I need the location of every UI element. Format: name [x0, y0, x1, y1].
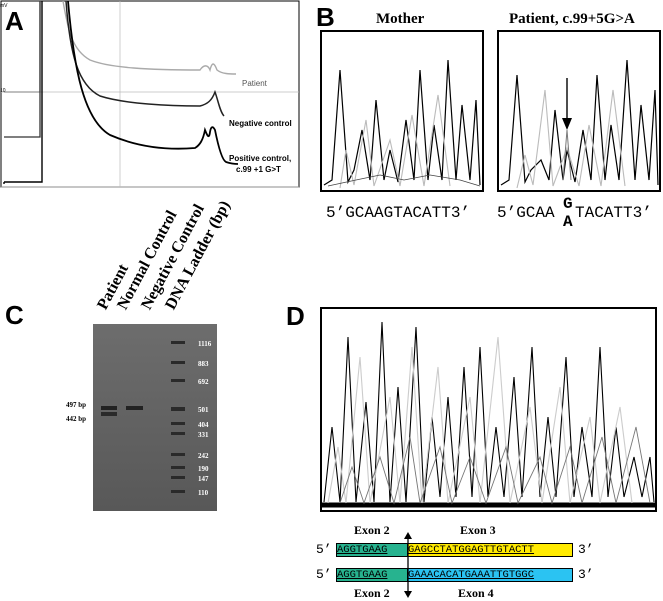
- trace-negative-control: [65, 0, 225, 117]
- gel-label-497: 497 bp: [66, 401, 87, 409]
- mother-sequence: 5’GCAAGTACATT3’: [326, 204, 471, 222]
- ladder-label-501: 501: [198, 406, 209, 414]
- band-normal-497: [126, 406, 143, 410]
- patient-chromatogram: [497, 30, 661, 192]
- panel-label-b: B: [316, 2, 335, 32]
- panel-a-capillary-trace: [0, 0, 300, 188]
- band-patient-497: [101, 406, 117, 410]
- seq1-exon3: GAGCCTATGGAGTTGTACTT: [407, 543, 573, 557]
- exon-label-2-top: Exon 2: [354, 523, 390, 537]
- seq2-exon4: GAAACACATGAAATTGTGGC: [407, 568, 573, 582]
- patient-title: Patient, c.99+5G>A: [509, 11, 635, 27]
- ladder-label-404: 404: [198, 421, 209, 429]
- ladder-label-883: 883: [198, 360, 209, 368]
- ladder-bands: [171, 341, 185, 493]
- exon-label-2-bottom: Exon 2: [354, 586, 390, 600]
- exon-label-3: Exon 3: [460, 523, 496, 537]
- ladder-label-331: 331: [198, 431, 209, 439]
- mutation-arrow-head: [562, 118, 572, 130]
- patient-base-top: G: [563, 195, 573, 213]
- trace-label-positive: Positive control,: [229, 154, 292, 163]
- ladder-label-147: 147: [198, 475, 209, 483]
- ladder-label-1116: 1116: [198, 340, 212, 348]
- three-prime-label-1: 3’: [578, 542, 594, 557]
- trace-label-negative: Negative control: [229, 119, 292, 128]
- ladder-label-190: 190: [198, 465, 209, 473]
- trace-left-box-positive: [3, 1, 43, 184]
- ladder-label-242: 242: [198, 452, 209, 460]
- trace-left-box-negative: [4, 1, 41, 138]
- patient-base-bottom: A: [563, 213, 573, 231]
- ladder-label-692: 692: [198, 378, 209, 386]
- trace-label-positive-mutation: c.99 +1 G>T: [236, 165, 281, 174]
- y-axis-tick: 10: [0, 88, 6, 94]
- panel-label-d: D: [286, 301, 305, 331]
- mother-chromatogram: [320, 30, 484, 192]
- cdna-chromatogram: [320, 307, 657, 512]
- five-prime-label-2: 5’: [316, 567, 332, 582]
- mother-title: Mother: [376, 11, 425, 27]
- three-prime-label-2: 3’: [578, 567, 594, 582]
- y-axis-unit: mV: [0, 3, 8, 9]
- panel-label-c: C: [5, 300, 24, 330]
- patient-sequence-prefix: 5’GCAA: [497, 204, 555, 222]
- exon-label-4: Exon 4: [458, 586, 494, 600]
- five-prime-label-1: 5’: [316, 542, 332, 557]
- band-patient-442: [101, 412, 117, 416]
- seq1-exon2: AGGTGAAG: [336, 543, 408, 557]
- patient-sequence-suffix: TACATT3’: [575, 204, 652, 222]
- gel-label-442: 442 bp: [66, 415, 87, 423]
- trace-positive-control: [67, 0, 239, 165]
- trace-patient: [62, 0, 237, 75]
- ladder-label-110: 110: [198, 489, 209, 497]
- seq2-exon2: AGGTGAAG: [336, 568, 408, 582]
- trace-label-patient: Patient: [242, 79, 267, 88]
- junction-double-arrow: [404, 532, 412, 598]
- agarose-gel: [93, 324, 217, 511]
- panel-label-a: A: [5, 6, 24, 36]
